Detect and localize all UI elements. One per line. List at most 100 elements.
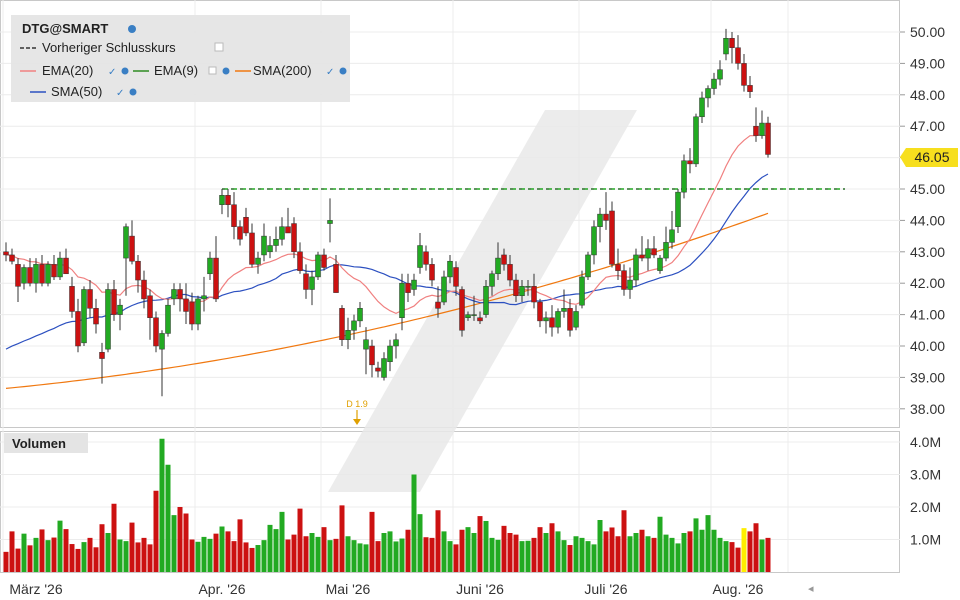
volume-bar xyxy=(285,539,291,572)
candle-body xyxy=(69,286,75,312)
candle xyxy=(459,286,465,337)
symbol-label[interactable]: DTG@SMART xyxy=(22,21,108,36)
candle xyxy=(315,251,321,281)
candle-body xyxy=(513,279,519,297)
prev-close-checkbox[interactable] xyxy=(214,42,224,52)
candle-body xyxy=(147,295,153,318)
candle-body xyxy=(747,85,753,92)
candle-body xyxy=(57,257,63,278)
ema20-check-icon[interactable]: ✓ xyxy=(108,67,116,78)
candle-body xyxy=(345,330,351,340)
candle xyxy=(573,305,579,331)
candle-body xyxy=(405,282,411,293)
candle-body xyxy=(333,264,339,293)
volume-tick-label: 3.0M xyxy=(910,467,941,483)
candle xyxy=(729,32,735,64)
candle-body xyxy=(621,270,627,290)
candle-body xyxy=(753,125,759,136)
volume-bar xyxy=(207,538,213,572)
volume-bar xyxy=(561,540,567,572)
volume-bar xyxy=(549,523,555,572)
ema9-settings-icon[interactable] xyxy=(222,67,230,75)
candle-body xyxy=(93,308,99,325)
candle-body xyxy=(3,251,9,256)
candle xyxy=(243,207,249,237)
candle-body xyxy=(183,298,189,312)
volume-bar xyxy=(339,505,345,572)
candle xyxy=(471,295,477,321)
candle xyxy=(123,223,129,296)
volume-bar xyxy=(93,547,99,572)
candle-body xyxy=(531,286,537,303)
sma50-legend-label[interactable]: SMA(50) xyxy=(51,84,102,99)
volume-bar xyxy=(165,464,171,572)
candle xyxy=(105,283,111,353)
dividend-marker-arrow xyxy=(353,419,361,425)
candle-body xyxy=(111,289,117,315)
volume-bar xyxy=(45,540,51,572)
candle-body xyxy=(711,78,717,89)
sma200-check-icon[interactable]: ✓ xyxy=(326,67,334,78)
volume-bar xyxy=(135,542,141,572)
volume-bar xyxy=(369,511,375,572)
candle-body xyxy=(189,301,195,325)
candle-body xyxy=(141,279,147,300)
sma200-legend-label[interactable]: SMA(200) xyxy=(253,63,312,78)
candle-body xyxy=(33,264,39,284)
ema9-checkbox[interactable] xyxy=(208,66,217,75)
candle-body xyxy=(705,88,711,99)
ema20-settings-icon[interactable] xyxy=(121,67,129,75)
volume-bar xyxy=(639,529,645,572)
symbol-settings-icon[interactable] xyxy=(128,25,136,33)
candle-body xyxy=(309,276,315,290)
volume-bar xyxy=(225,531,231,572)
candle xyxy=(747,75,753,98)
candle-body xyxy=(129,235,135,262)
candle xyxy=(75,298,81,353)
candle xyxy=(339,305,345,346)
candle xyxy=(735,35,741,70)
ema20-legend-label[interactable]: EMA(20) xyxy=(42,63,93,78)
price-tick-label: 42.00 xyxy=(910,275,945,291)
candle-body xyxy=(231,204,237,227)
candle-body xyxy=(399,282,405,318)
candle-body xyxy=(363,339,369,350)
candle-body xyxy=(627,279,633,290)
candle xyxy=(681,154,687,199)
volume-bar xyxy=(399,538,405,572)
candle xyxy=(429,258,435,287)
sma200-settings-icon[interactable] xyxy=(339,67,347,75)
volume-bar xyxy=(141,537,147,572)
candle xyxy=(117,298,123,331)
candle-body xyxy=(417,245,423,268)
candle-body xyxy=(579,276,585,306)
candle xyxy=(291,217,297,259)
volume-bar xyxy=(627,536,633,572)
ema9-legend-label[interactable]: EMA(9) xyxy=(154,63,198,78)
candle xyxy=(765,116,771,158)
scroll-right-icon[interactable]: ◂ xyxy=(808,583,814,595)
volume-bar xyxy=(111,503,117,572)
candle-body xyxy=(279,226,285,240)
volume-bar xyxy=(675,543,681,572)
candle-body xyxy=(249,232,255,265)
candle-body xyxy=(567,308,573,331)
candle xyxy=(561,289,567,318)
volume-bar xyxy=(291,534,297,572)
candle xyxy=(477,311,483,325)
candle xyxy=(93,298,99,334)
candle-body xyxy=(543,317,549,322)
dividend-marker[interactable]: D 1.9 xyxy=(346,399,368,425)
candle-body xyxy=(657,257,663,271)
volume-bar xyxy=(393,541,399,572)
candle xyxy=(525,280,531,296)
candle xyxy=(489,270,495,296)
volume-bar xyxy=(99,524,105,572)
prev-close-legend-label[interactable]: Vorheriger Schlusskurs xyxy=(42,40,176,55)
sma50-check-icon[interactable]: ✓ xyxy=(116,88,124,99)
candle xyxy=(3,242,9,262)
time-tick-label: Mai '26 xyxy=(326,581,371,597)
volume-bar xyxy=(681,533,687,572)
candle xyxy=(501,248,507,271)
sma50-settings-icon[interactable] xyxy=(129,88,137,96)
